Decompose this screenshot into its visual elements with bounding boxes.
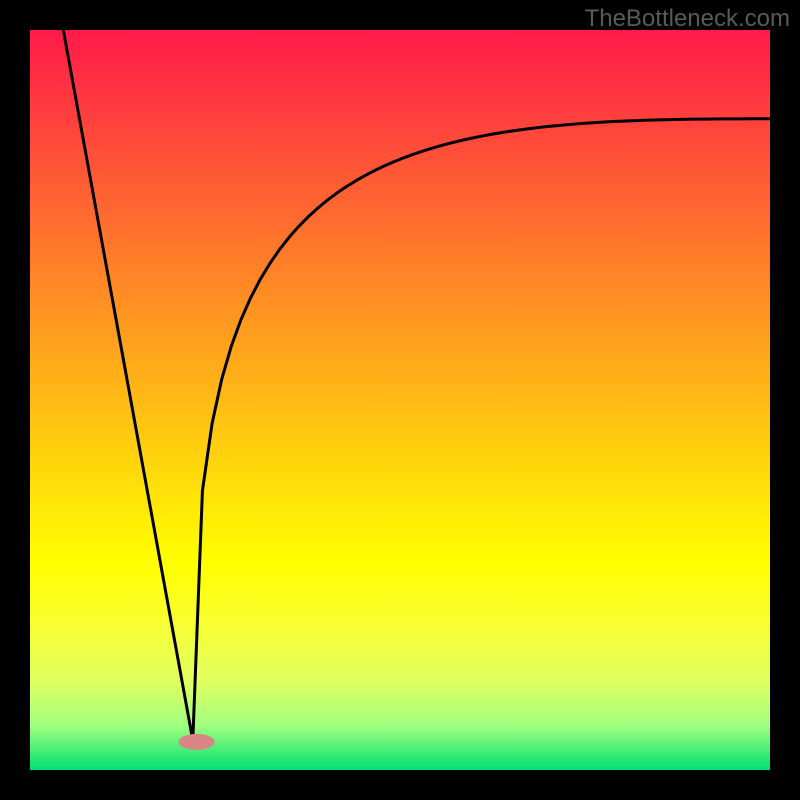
plot-background (30, 30, 770, 770)
border-bottom (0, 770, 800, 800)
border-left (0, 0, 30, 800)
border-right (770, 0, 800, 800)
watermark-text: TheBottleneck.com (585, 5, 790, 33)
bottleneck-chart: TheBottleneck.com (0, 0, 800, 800)
chart-svg (0, 0, 800, 800)
optimal-marker (179, 734, 215, 750)
